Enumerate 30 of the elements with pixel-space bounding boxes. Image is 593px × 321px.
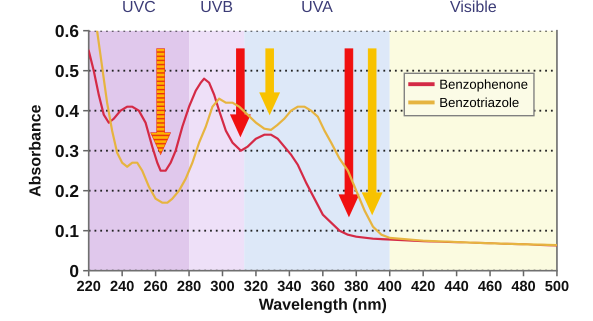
x-tick-label: 460	[478, 280, 502, 292]
band-label: UVC	[123, 0, 156, 12]
band-label: UVB	[201, 1, 232, 12]
legend-label: Benzophenone	[440, 79, 528, 92]
y-tick-label: 0.1	[56, 224, 79, 238]
x-tick-label: 420	[411, 280, 435, 292]
y-tick-label: 0.2	[56, 184, 78, 198]
y-tick-label: 0.6	[56, 24, 78, 38]
x-tick-label: 300	[210, 280, 234, 292]
x-tick-label: 480	[512, 280, 536, 292]
band-label: Visible	[450, 0, 496, 12]
x-tick-label: 440	[444, 280, 468, 292]
x-tick-label: 260	[144, 280, 168, 292]
x-tick-label: 360	[311, 280, 334, 292]
y-tick-label: 0.3	[56, 144, 78, 158]
x-tick-label: 220	[77, 280, 100, 292]
band-label: UVA	[302, 1, 333, 12]
y-tick-label: 0.5	[56, 64, 79, 78]
y-tick-label: 0	[70, 264, 78, 278]
y-tick-label: 0.4	[56, 104, 79, 118]
legend-label: Benzotriazole	[440, 97, 519, 108]
x-tick-label: 380	[344, 280, 368, 292]
y-axis-title: Absorbance	[28, 105, 41, 196]
x-tick-label: 400	[378, 280, 402, 292]
x-tick-label: 280	[177, 280, 201, 292]
x-tick-label: 320	[244, 280, 268, 292]
x-tick-label: 500	[545, 280, 569, 292]
x-tick-label: 240	[110, 280, 134, 292]
x-tick-label: 340	[278, 280, 301, 292]
x-axis-title: Wavelength (nm)	[258, 298, 386, 314]
